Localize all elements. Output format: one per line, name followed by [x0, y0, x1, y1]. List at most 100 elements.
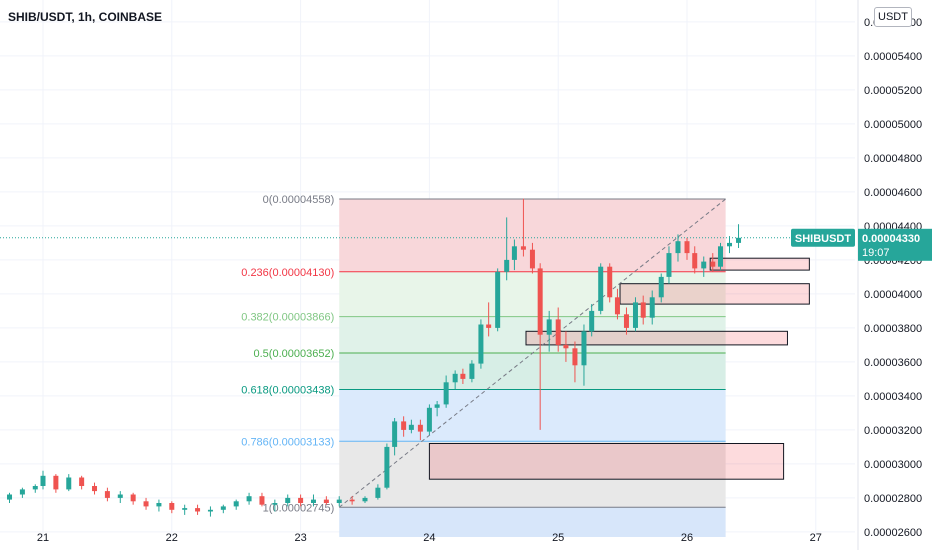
fib-zone	[339, 353, 726, 390]
candles	[7, 198, 742, 517]
candle	[66, 474, 72, 492]
candle	[581, 324, 587, 386]
rectangle-drawing[interactable]	[428, 443, 785, 480]
candle	[460, 368, 466, 384]
candle-body	[529, 249, 535, 269]
candle-body	[589, 310, 595, 332]
candle	[40, 470, 46, 490]
price-tag-background	[858, 228, 932, 261]
rectangle-drawing[interactable]	[619, 283, 810, 305]
candle	[143, 497, 149, 510]
candle	[434, 401, 440, 417]
candle-body	[563, 344, 569, 349]
candle	[195, 504, 201, 515]
candle-body	[298, 497, 304, 503]
candle-body	[130, 494, 136, 502]
candle	[53, 474, 59, 493]
rectangle-drawing[interactable]	[709, 257, 810, 271]
trend-line-segment[interactable]	[338, 198, 726, 508]
price-tag-value: 0.00004330	[862, 233, 920, 245]
currency-button[interactable]: USDT	[874, 7, 912, 27]
candle-body	[736, 237, 742, 243]
price-tick-label: 0.00004000	[864, 289, 922, 301]
trend-line[interactable]	[338, 198, 726, 508]
candle	[392, 418, 398, 456]
fib-level-label: 0.786(0.00003133)	[241, 436, 334, 448]
price-tick-label: 0.00004800	[864, 153, 922, 165]
fibonacci-retracement[interactable]: 0(0.00004558) 0.236(0.00004130) 0.382(0.00…	[241, 194, 726, 537]
price-tick-label: 0.00005400	[864, 51, 922, 63]
candle-body	[614, 297, 620, 315]
candle-body	[384, 446, 390, 488]
candle	[323, 496, 329, 505]
fib-zone	[339, 441, 726, 508]
candle	[717, 242, 723, 271]
price-axis[interactable]: 0.00002600 0.00002800 0.00003000 0.00003200…	[857, 0, 922, 550]
candle	[495, 268, 501, 332]
candle	[598, 263, 604, 315]
candle	[220, 504, 226, 514]
candle	[207, 506, 213, 517]
time-tick-label: 24	[423, 532, 435, 544]
candle-body	[632, 302, 638, 328]
candle-body	[310, 499, 316, 503]
price-tick-label: 0.00002800	[864, 493, 922, 505]
candle-body	[182, 508, 188, 510]
candle	[632, 297, 638, 332]
candle-body	[555, 319, 561, 345]
candle-body	[426, 407, 432, 432]
candle-body	[323, 499, 329, 503]
time-axis[interactable]: 21 22 23 24 25 26 27	[0, 522, 860, 544]
candle-body	[710, 261, 716, 267]
candle	[736, 224, 742, 248]
candle-body	[478, 324, 484, 364]
candle-body	[79, 477, 85, 486]
candle-body	[336, 499, 342, 503]
fib-level-label: 1(0.00002745)	[263, 502, 335, 514]
price-tick-label: 0.00003400	[864, 391, 922, 403]
candle-body	[443, 382, 449, 405]
candle	[614, 288, 620, 320]
candle	[233, 499, 239, 510]
candle	[684, 237, 690, 260]
candle	[336, 496, 342, 507]
candle	[401, 416, 407, 437]
candle	[285, 494, 291, 507]
candle-body	[504, 259, 510, 272]
candle-body	[143, 501, 149, 507]
candle-body	[434, 404, 440, 408]
candle-body	[233, 501, 239, 507]
candle-body	[32, 486, 38, 490]
candle	[529, 242, 535, 274]
candle-body	[362, 497, 368, 502]
candle	[563, 331, 569, 362]
candle	[537, 263, 543, 430]
rectangle-drawings[interactable]	[428, 257, 810, 480]
candle	[675, 234, 681, 262]
rectangle-drawing[interactable]	[525, 330, 788, 346]
candle-body	[417, 424, 423, 432]
candle-body	[92, 486, 98, 492]
candle-body	[401, 421, 407, 430]
candle-body	[649, 297, 655, 318]
candle-body	[460, 373, 466, 379]
candle-body	[675, 241, 681, 254]
candle	[7, 492, 13, 503]
fib-level-label: 0(0.00004558)	[263, 194, 335, 206]
candle	[666, 246, 672, 284]
candle	[117, 491, 123, 503]
candle-body	[486, 324, 492, 328]
symbol-tag-background	[791, 228, 855, 247]
price-tick-label: 0.00003200	[864, 425, 922, 437]
fib-zone	[339, 316, 726, 354]
bar-countdown: 19:07	[862, 247, 890, 259]
time-tick-label: 27	[810, 532, 822, 544]
fib-level-label: 0.236(0.00004130)	[241, 267, 334, 279]
candle	[589, 304, 595, 337]
symbol-tag: SHIBUSDT	[795, 233, 852, 245]
candle-body	[684, 241, 690, 254]
candle	[452, 370, 458, 390]
candle	[362, 496, 368, 503]
candle-body	[220, 506, 226, 510]
